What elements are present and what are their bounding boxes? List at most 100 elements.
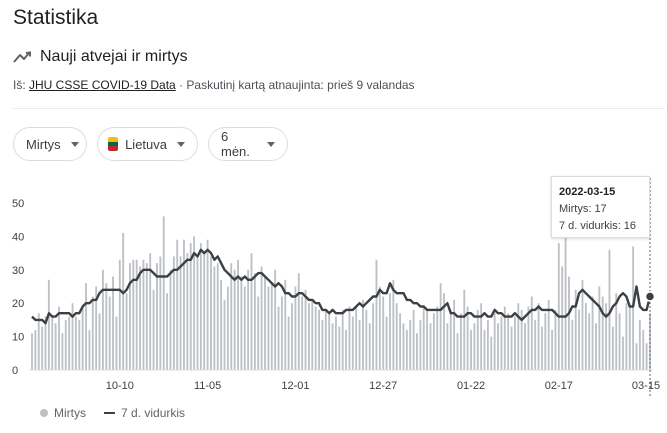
deaths-bar [44,316,47,370]
deaths-bar [568,276,570,370]
deaths-bar [166,293,169,370]
deaths-bar [561,266,564,370]
caret-down-icon [177,141,185,147]
deaths-bar [145,263,148,370]
deaths-bar [196,256,199,370]
deaths-bar [527,306,530,370]
deaths-bar [41,326,44,370]
tooltip-average: 7 d. vidurkis: 16 [559,220,637,232]
deaths-bar [51,316,54,370]
deaths-bar [112,276,114,370]
deaths-bar [439,283,442,370]
deaths-bar [156,263,158,370]
caret-down-icon [70,141,79,147]
deaths-bar [179,256,182,370]
deaths-bar [362,299,364,370]
deaths-bar [628,303,631,370]
deaths-chart[interactable]: 0 10 20 30 40 50 10-10 11-05 12-01 12-27 01-22 02-1… [0,170,667,402]
deaths-bar [125,293,128,370]
legend-bar-marker [40,409,48,417]
deaths-bar [91,296,94,370]
deaths-bar [466,306,469,370]
deaths-bar [129,263,131,370]
deaths-bar [449,309,452,370]
deaths-bar [507,313,510,370]
deaths-bar [118,259,121,370]
deaths-bar [37,313,40,370]
deaths-bar [358,319,361,370]
deaths-bar [436,306,439,370]
deaths-bar [183,239,185,370]
section-title: Nauji atvejai ir mirtys [40,48,188,65]
deaths-bar [399,313,402,370]
deaths-bar [280,296,283,370]
deaths-bar [615,293,618,370]
deaths-bar [159,256,162,370]
legend-bars-label: Mirtys [54,406,86,420]
metric-dropdown[interactable]: Mirtys [13,127,87,161]
deaths-bar [169,269,172,370]
deaths-bar [226,286,229,370]
deaths-bar [591,296,594,370]
y-tick-label: 0 [12,365,18,377]
deaths-bar [412,309,415,370]
deaths-bar [240,276,243,370]
deaths-bar [520,309,523,370]
deaths-bar [530,296,533,370]
deaths-bar [638,319,641,370]
deaths-bar [216,263,219,370]
deaths-bar [372,303,375,370]
deaths-bar [564,236,567,370]
deaths-bar [243,286,246,370]
section-header: Nauji atvejai ir mirtys [13,48,188,66]
deaths-bar [649,313,651,370]
divider [13,108,665,109]
deaths-bar [304,289,307,370]
deaths-bar [510,326,513,370]
deaths-bar [470,329,472,370]
deaths-bar [193,236,196,370]
x-tick-label: 10-10 [106,380,134,392]
deaths-bar [206,239,209,370]
deaths-bar [405,329,408,370]
deaths-bar [321,319,324,370]
deaths-bar [318,309,320,370]
chart-legend: Mirtys 7 d. vidurkis [40,406,185,420]
source-line: Iš: JHU CSSE COVID-19 Data · Paskutinį k… [13,78,415,92]
deaths-bar [47,279,50,370]
deaths-bar [355,306,358,370]
x-tick-label: 02-17 [545,380,573,392]
deaths-bar [71,303,74,370]
deaths-bar [534,319,537,370]
deaths-bar [416,333,418,370]
deaths-bar [345,329,347,370]
deaths-bar [625,303,628,370]
deaths-bar [58,306,60,370]
deaths-bar [547,299,550,370]
deaths-bar [517,303,520,370]
deaths-bar [432,313,435,370]
deaths-bar [588,313,591,370]
source-link[interactable]: JHU CSSE COVID-19 Data [29,78,176,92]
deaths-bar [338,326,341,370]
deaths-bar [490,336,493,370]
deaths-bar [605,303,608,370]
deaths-bar [365,309,368,370]
deaths-bar [402,323,405,370]
deaths-bar [503,306,506,370]
y-tick-label: 40 [12,231,24,243]
deaths-bar [476,309,479,370]
deaths-bar [645,343,648,370]
deaths-bar [611,326,614,370]
period-dropdown[interactable]: 6 mėn. [208,127,288,161]
country-dropdown[interactable]: Lietuva [97,127,198,161]
deaths-bar [186,253,189,370]
deaths-bar [554,309,557,370]
deaths-bar [324,309,327,370]
deaths-bar [622,336,624,370]
deaths-bar [635,343,638,370]
deaths-bar [294,286,297,370]
deaths-bar [142,259,145,370]
deaths-bar [385,316,388,370]
x-tick-label: 11-05 [194,380,221,392]
